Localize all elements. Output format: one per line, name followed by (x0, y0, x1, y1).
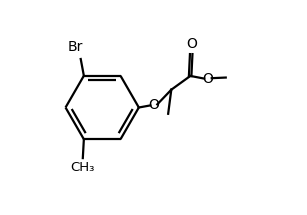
Text: O: O (186, 37, 197, 51)
Text: O: O (203, 72, 213, 86)
Text: Br: Br (68, 40, 83, 54)
Text: CH₃: CH₃ (71, 161, 95, 174)
Text: O: O (148, 98, 159, 112)
